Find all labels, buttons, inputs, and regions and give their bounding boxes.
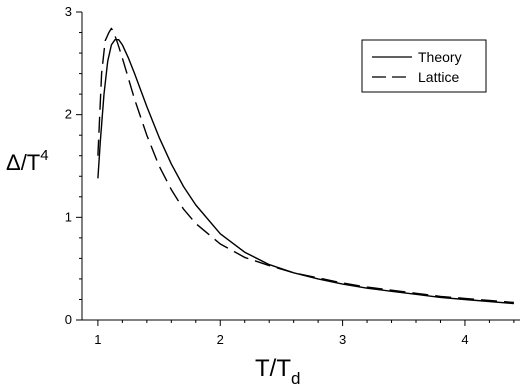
y-axis-title-main: Δ/T bbox=[6, 150, 40, 175]
axis-ticks bbox=[76, 11, 515, 326]
x-axis-title-sub: d bbox=[291, 369, 300, 388]
legend: Theory Lattice bbox=[361, 39, 487, 93]
series-group bbox=[97, 27, 514, 305]
x-tick-label: 2 bbox=[217, 332, 224, 347]
series-line-lattice bbox=[97, 27, 514, 304]
legend-box bbox=[361, 39, 487, 93]
x-tick-label: 3 bbox=[339, 332, 346, 347]
x-axis-title: T/Td bbox=[255, 355, 300, 388]
y-axis-title: Δ/T4 bbox=[6, 147, 49, 175]
tick-labels: 0 1 2 3 1 2 3 4 bbox=[65, 4, 469, 347]
legend-label-theory: Theory bbox=[418, 49, 462, 65]
legend-label-lattice: Lattice bbox=[418, 69, 459, 85]
series-line-theory bbox=[97, 39, 514, 305]
y-tick-label: 0 bbox=[65, 312, 72, 327]
y-axis-title-sup: 4 bbox=[40, 147, 48, 164]
x-axis-title-main: T/T bbox=[255, 355, 291, 382]
y-tick-label: 2 bbox=[65, 107, 72, 122]
x-tick-label: 1 bbox=[94, 332, 101, 347]
plot-frame bbox=[81, 12, 520, 321]
y-tick-label: 3 bbox=[65, 4, 72, 19]
y-tick-label: 1 bbox=[65, 209, 72, 224]
x-tick-label: 4 bbox=[461, 332, 468, 347]
